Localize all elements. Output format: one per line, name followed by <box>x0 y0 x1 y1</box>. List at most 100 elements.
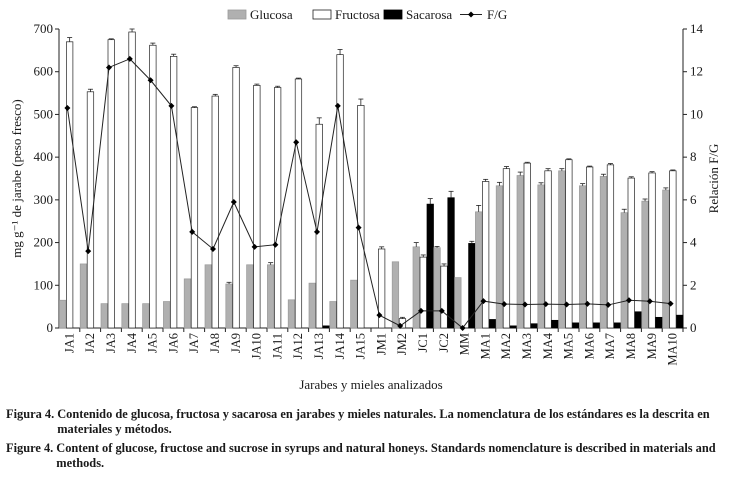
bar-glucosa <box>350 279 358 329</box>
bar-glucosa <box>121 303 129 329</box>
y2-tick-label: 14 <box>690 21 704 36</box>
x-tick-label: MA8 <box>624 333 638 359</box>
x-tick-label: JM1 <box>374 333 388 355</box>
y-tick-label: 600 <box>34 64 54 79</box>
x-tick-label: JC1 <box>416 333 430 352</box>
x-tick-label: JA10 <box>250 333 264 359</box>
x-tick-label: JA12 <box>291 333 305 359</box>
bar-fructosa <box>482 181 490 329</box>
bar-fructosa <box>419 256 427 329</box>
line-point-fg <box>85 248 92 255</box>
x-tick-label: JA9 <box>229 333 243 353</box>
x-tick-label: MA9 <box>645 333 659 359</box>
caption-spanish: Figura 4. Contenido de glucosa, fructosa… <box>6 407 736 437</box>
bar-glucosa <box>454 277 462 329</box>
caption-spanish-text: Contenido de glucosa, fructosa y sacaros… <box>57 407 710 436</box>
bar-fructosa <box>211 95 219 329</box>
line-point-fg <box>667 300 674 307</box>
y-tick-label: 500 <box>34 106 54 121</box>
line-point-fg <box>605 301 612 308</box>
bar-fructosa <box>294 78 303 329</box>
y-tick-label: 0 <box>47 320 54 335</box>
x-tick-label: JA13 <box>312 333 326 359</box>
x-tick-label: JA2 <box>83 333 97 353</box>
line-point-fg <box>563 301 570 308</box>
bar-glucosa <box>79 263 88 329</box>
y-tick-label: 300 <box>34 192 54 207</box>
bar-fructosa <box>149 44 157 329</box>
line-point-fg <box>522 301 528 308</box>
line-point-fg <box>189 228 196 235</box>
legend-swatch-fructosa <box>312 9 332 20</box>
bar-sacarosa <box>676 314 684 329</box>
line-point-fg <box>230 198 237 205</box>
x-tick-label: JA4 <box>125 332 139 353</box>
x-tick-label: JA5 <box>146 333 160 353</box>
x-tick-label: MA3 <box>520 333 534 359</box>
x-tick-label: JA15 <box>354 333 368 359</box>
line-point-fg <box>64 105 71 112</box>
bar-glucosa <box>391 261 400 329</box>
bar-fructosa <box>336 54 344 329</box>
bar-sacarosa <box>613 322 622 329</box>
bar-fructosa <box>315 123 323 329</box>
line-point-fg <box>251 243 258 250</box>
bar-glucosa <box>59 299 67 329</box>
line-point-fg <box>376 312 383 319</box>
legend-label-sacarosa: Sacarosa <box>406 7 452 22</box>
x-tick-label: MA10 <box>666 333 680 366</box>
y2-tick-label: 6 <box>690 192 697 207</box>
y2-tick-label: 12 <box>690 64 703 79</box>
line-point-fg <box>418 307 424 314</box>
legend-swatch-sacarosa <box>383 9 403 20</box>
bar-fructosa <box>107 39 115 329</box>
chart: 0 100 200 300 400 500 600 700 0 2 4 6 8 10 12 14 mg g⁻¹ … <box>9 7 721 392</box>
line-point-fg <box>147 77 154 84</box>
bar-fructosa <box>128 31 136 329</box>
x-tick-label: JA1 <box>62 333 76 353</box>
line-point-fg <box>168 102 175 109</box>
x-tick-label: MA1 <box>478 333 492 359</box>
x-tick-label: MA2 <box>499 333 513 359</box>
line-point-fg <box>126 55 133 62</box>
x-tick-label: JA6 <box>166 333 180 353</box>
bar-fructosa <box>627 177 635 329</box>
x-tick-label: JM2 <box>395 333 409 355</box>
bar-glucosa <box>267 264 275 329</box>
bar-glucosa <box>225 283 233 329</box>
bar-glucosa <box>287 299 296 329</box>
bar-sacarosa <box>489 319 497 329</box>
bar-glucosa <box>620 212 628 329</box>
y2-tick-label: 8 <box>690 149 697 164</box>
line-point-fg <box>501 301 508 308</box>
bar-sacarosa <box>426 203 434 329</box>
line-point-fg <box>584 300 591 307</box>
x-tick-label: JA14 <box>333 332 347 359</box>
y-tick-label: 100 <box>34 277 54 292</box>
bar-glucosa <box>516 175 524 329</box>
line-point-fg <box>438 307 445 314</box>
bar-glucosa <box>537 184 545 329</box>
bar-glucosa <box>579 185 587 329</box>
bar-glucosa <box>246 264 254 329</box>
bar-fructosa <box>66 41 74 329</box>
caption-english: Figure 4. Content of glucose, fructose a… <box>6 441 736 471</box>
bar-glucosa <box>641 200 649 329</box>
line-point-fg <box>106 64 112 71</box>
bar-glucosa <box>329 301 337 329</box>
bar-sacarosa <box>447 197 455 329</box>
bar-glucosa <box>204 264 212 329</box>
y-tick-label: 700 <box>34 21 54 36</box>
line-series-fg <box>66 58 671 329</box>
bar-sacarosa <box>530 323 538 329</box>
x-tick-label: JA11 <box>270 333 284 359</box>
y2-axis-label: Relación F/G <box>706 144 721 214</box>
y-tick-label: 400 <box>34 149 54 164</box>
x-tick-label: JA7 <box>187 333 201 353</box>
line-point-fg <box>397 322 404 329</box>
bar-fructosa <box>232 67 240 329</box>
caption-spanish-label: Figura 4. <box>6 407 55 421</box>
bar-fructosa <box>440 265 448 329</box>
bar-sacarosa <box>634 311 642 329</box>
x-tick-label: JA8 <box>208 333 222 353</box>
